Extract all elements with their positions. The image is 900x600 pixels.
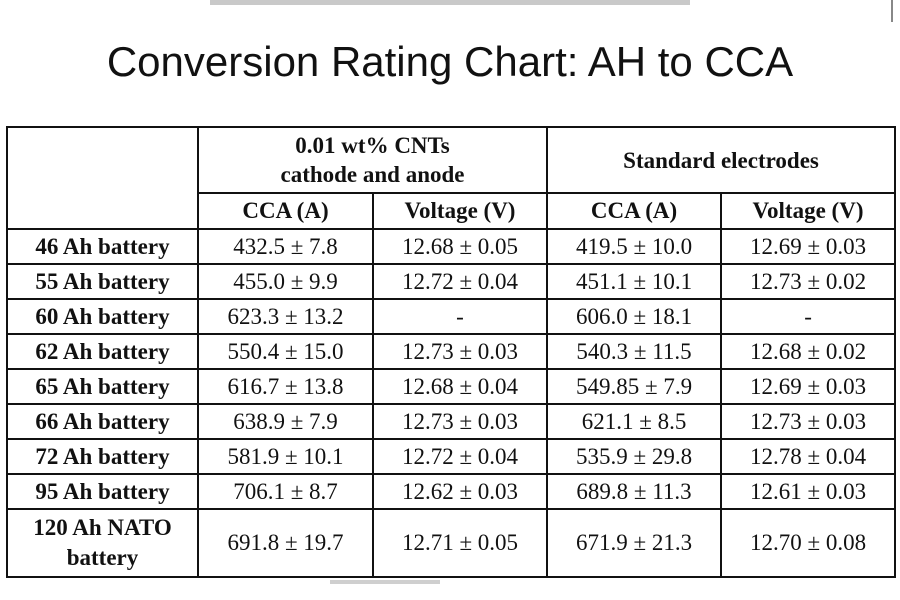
- value-cell: 451.1 ± 10.1: [546, 263, 723, 300]
- value-cell: 621.1 ± 8.5: [546, 403, 723, 440]
- value-cell: 432.5 ± 7.8: [197, 228, 374, 265]
- value-cell: 12.73 ± 0.03: [371, 403, 549, 440]
- sub-header: CCA (A): [197, 192, 374, 230]
- value-cell: 12.69 ± 0.03: [720, 368, 897, 405]
- value-cell: 691.8 ± 19.7: [197, 508, 374, 578]
- row-label: 60 Ah battery: [6, 298, 199, 335]
- data-row: 62 Ah battery 550.4 ± 15.0 12.73 ± 0.03 540…: [6, 333, 897, 370]
- value-cell: 12.72 ± 0.04: [371, 263, 549, 300]
- value-cell: -: [720, 298, 897, 335]
- row-label: 65 Ah battery: [6, 368, 199, 405]
- faded-caption: [210, 0, 690, 5]
- group-header-line: 0.01 wt% CNTs: [295, 133, 450, 158]
- page-edge: [891, 0, 893, 22]
- value-cell: 540.3 ± 11.5: [546, 333, 723, 370]
- value-cell: 12.70 ± 0.08: [720, 508, 897, 578]
- value-cell: 12.73 ± 0.03: [720, 403, 897, 440]
- value-cell: 706.1 ± 8.7: [197, 473, 374, 510]
- value-cell: 671.9 ± 21.3: [546, 508, 723, 578]
- sub-header-row: CCA (A) Voltage (V) CCA (A) Voltage (V): [7, 192, 897, 230]
- value-cell: 12.68 ± 0.02: [720, 333, 897, 370]
- data-row: 55 Ah battery 455.0 ± 9.9 12.72 ± 0.04 451.…: [6, 263, 897, 300]
- group-header-line: Standard electrodes: [623, 147, 819, 173]
- value-cell: 455.0 ± 9.9: [197, 263, 374, 300]
- group-header-row: 0.01 wt% CNTs cathode and anode Standard e…: [6, 126, 897, 230]
- sub-header: Voltage (V): [720, 192, 897, 230]
- value-cell: 623.3 ± 13.2: [197, 298, 374, 335]
- value-cell: 419.5 ± 10.0: [546, 228, 723, 265]
- data-row: 65 Ah battery 616.7 ± 13.8 12.68 ± 0.04 549…: [6, 368, 897, 405]
- data-row: 60 Ah battery 623.3 ± 13.2-606.0 ± 18.1-: [6, 298, 897, 335]
- value-cell: 12.73 ± 0.03: [371, 333, 549, 370]
- table-body: 0.01 wt% CNTs cathode and anode Standard e…: [6, 126, 897, 578]
- value-cell: 12.78 ± 0.04: [720, 438, 897, 475]
- row-label: 46 Ah battery: [6, 228, 199, 265]
- sub-header: Voltage (V): [371, 192, 549, 230]
- value-cell: 12.61 ± 0.03: [720, 473, 897, 510]
- group-header-line: cathode and anode: [280, 162, 465, 187]
- title: Conversion Rating Chart: AH to CCA: [106, 38, 794, 85]
- value-cell: 535.9 ± 29.8: [546, 438, 723, 475]
- faded-caption: [330, 580, 440, 584]
- row-label: 62 Ah battery: [6, 333, 199, 370]
- data-row: 72 Ah battery 581.9 ± 10.1 12.72 ± 0.04 535…: [6, 438, 897, 475]
- data-row: 120 Ah NATO battery 691.8 ± 19.7 12.71 ± 0…: [6, 508, 897, 578]
- row-label: 120 Ah NATO battery: [6, 508, 199, 578]
- row-label: 72 Ah battery: [6, 438, 199, 475]
- value-cell: 581.9 ± 10.1: [197, 438, 374, 475]
- row-label: 66 Ah battery: [6, 403, 199, 440]
- value-cell: -: [371, 298, 549, 335]
- value-cell: 550.4 ± 15.0: [197, 333, 374, 370]
- row-label: 95 Ah battery: [6, 473, 199, 510]
- data-row: 95 Ah battery 706.1 ± 8.7 12.62 ± 0.03 689.…: [6, 473, 897, 510]
- value-cell: 689.8 ± 11.3: [546, 473, 723, 510]
- value-cell: 12.69 ± 0.03: [720, 228, 897, 265]
- value-cell: 616.7 ± 13.8: [197, 368, 374, 405]
- group-header: Standard electrodes: [546, 126, 897, 194]
- value-cell: 12.72 ± 0.04: [371, 438, 549, 475]
- data-row: 46 Ah battery 432.5 ± 7.8 12.68 ± 0.05 419.…: [6, 228, 897, 265]
- value-cell: 12.68 ± 0.05: [371, 228, 549, 265]
- value-cell: 12.73 ± 0.02: [720, 263, 897, 300]
- value-cell: 12.71 ± 0.05: [371, 508, 549, 578]
- corner-cell: [6, 126, 199, 230]
- value-cell: 549.85 ± 7.9: [546, 368, 723, 405]
- row-label: 55 Ah battery: [6, 263, 199, 300]
- value-cell: 12.62 ± 0.03: [371, 473, 549, 510]
- value-cell: 12.68 ± 0.04: [371, 368, 549, 405]
- group-header: 0.01 wt% CNTs cathode and anode: [196, 126, 549, 194]
- rating-table: 0.01 wt% CNTs cathode and anode Standard e…: [6, 126, 897, 578]
- data-row: 66 Ah battery 638.9 ± 7.9 12.73 ± 0.03 621.…: [6, 403, 897, 440]
- sub-header: CCA (A): [546, 192, 723, 230]
- value-cell: 638.9 ± 7.9: [197, 403, 374, 440]
- value-cell: 606.0 ± 18.1: [546, 298, 723, 335]
